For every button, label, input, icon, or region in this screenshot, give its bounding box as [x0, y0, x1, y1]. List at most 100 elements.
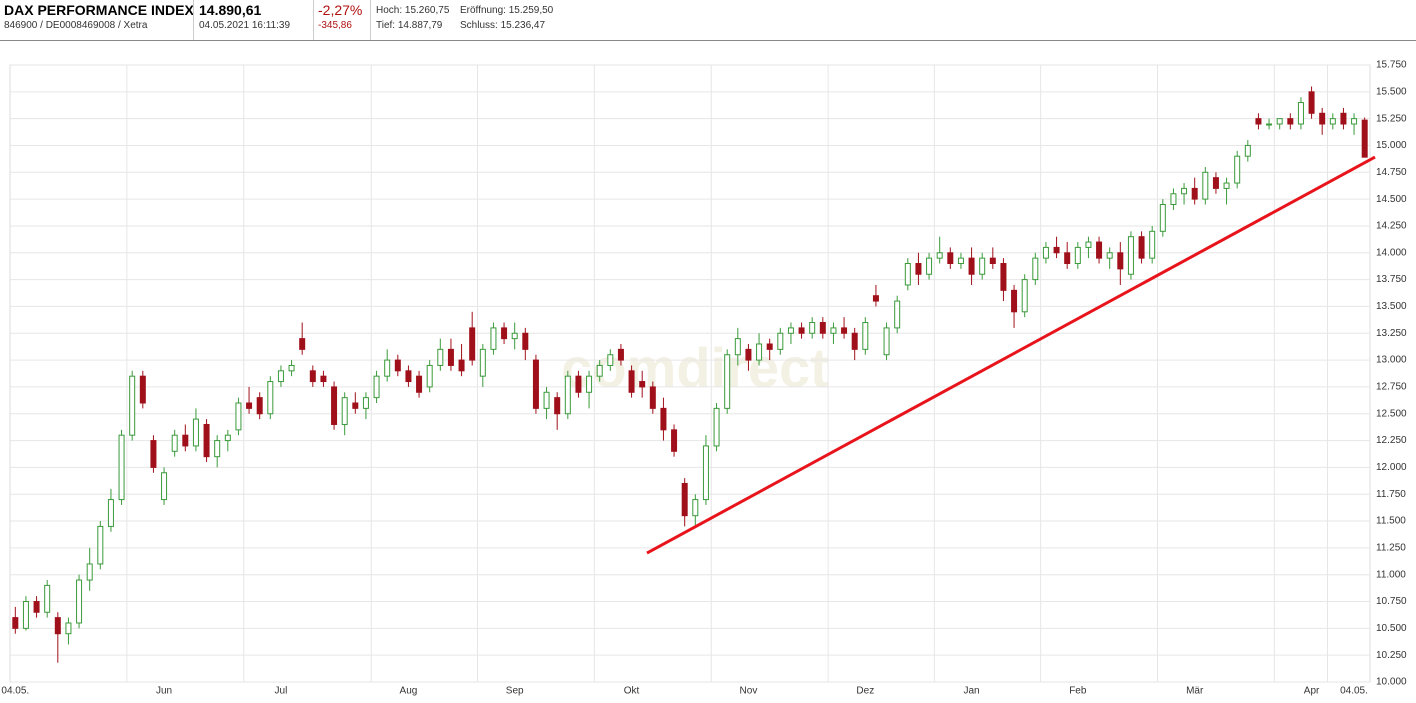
candle-body [596, 364, 603, 377]
candle-body [214, 440, 221, 458]
candle-body [171, 434, 178, 452]
candle-body [1287, 118, 1294, 125]
candle-body [947, 252, 954, 265]
x-tick-label: Dez [856, 686, 874, 697]
candle-body [1297, 102, 1304, 125]
low: Tief: 14.887,79 [376, 20, 443, 31]
candle-body [1106, 252, 1113, 259]
y-tick-label: 13.750 [1376, 274, 1407, 285]
candle-body [1149, 230, 1156, 259]
candle-body [192, 418, 199, 447]
candle-body [203, 423, 210, 458]
candle-body [118, 434, 125, 501]
y-tick-label: 12.500 [1376, 408, 1407, 419]
candle-body [1329, 118, 1336, 125]
candle-body [405, 370, 412, 383]
y-tick-label: 13.250 [1376, 328, 1407, 339]
candle-body [968, 257, 975, 275]
y-tick-label: 15.750 [1376, 60, 1407, 71]
candle-body [267, 381, 274, 415]
x-tick-label: Feb [1069, 686, 1087, 697]
candle-body [543, 391, 550, 409]
candle-body [787, 327, 794, 334]
y-tick-label: 12.000 [1376, 462, 1407, 473]
candle-body [660, 407, 667, 431]
candle-body [44, 584, 51, 613]
y-tick-label: 11.250 [1376, 543, 1406, 554]
candle-body [1234, 155, 1241, 184]
y-tick-label: 13.500 [1376, 301, 1407, 312]
candle-body [235, 402, 242, 431]
candle-body [532, 359, 539, 409]
y-tick-label: 10.000 [1376, 677, 1407, 688]
candle-body [607, 354, 614, 366]
candle-body [86, 563, 93, 581]
y-tick-label: 11.000 [1376, 569, 1406, 580]
candle-body [681, 482, 688, 517]
candle-body [1191, 187, 1198, 200]
candle-body [1053, 246, 1060, 254]
change-pct: -2,27% [318, 2, 363, 18]
candle-body [384, 359, 391, 377]
candle-body [447, 348, 454, 366]
y-tick-label: 14.250 [1376, 221, 1407, 232]
candle-body [1223, 182, 1230, 189]
candle-body [1202, 171, 1209, 200]
candle-body [1255, 118, 1262, 125]
candle-body [1361, 119, 1368, 158]
candle-body [989, 257, 996, 265]
candle-body [65, 622, 72, 635]
candle-body [926, 257, 933, 275]
x-tick-label: Nov [740, 686, 758, 697]
y-tick-label: 11.500 [1376, 516, 1406, 527]
candle-body [394, 359, 401, 372]
change-abs: -345,86 [318, 20, 352, 31]
candle-body [1181, 187, 1188, 195]
candle-body [1308, 91, 1315, 114]
x-tick-label: Sep [506, 686, 524, 697]
candle-body [150, 440, 157, 468]
y-tick-label: 10.250 [1376, 650, 1407, 661]
y-tick-label: 10.500 [1376, 623, 1407, 634]
candle-body [511, 332, 518, 340]
candle-body [1011, 289, 1018, 313]
candle-body [639, 381, 646, 388]
candle-body [1351, 118, 1358, 125]
y-tick-label: 14.500 [1376, 194, 1407, 205]
candle-body [522, 332, 529, 350]
candle-body [756, 343, 763, 361]
candle-body [341, 397, 348, 425]
candle-body [671, 429, 678, 452]
candle-body [362, 397, 369, 409]
candle-body [1170, 193, 1177, 205]
candle-body [575, 375, 582, 393]
candle-body [288, 364, 295, 372]
candle-body [182, 434, 189, 447]
candle-body [97, 525, 104, 565]
candle-body [649, 386, 656, 409]
candle-body [1266, 123, 1273, 126]
candle-body [139, 375, 146, 404]
y-tick-label: 15.500 [1376, 86, 1407, 97]
id-line: 846900 / DE0008469008 / Xetra [4, 20, 148, 31]
candle-body [777, 332, 784, 350]
candle-body [1319, 112, 1326, 125]
candle-body [841, 327, 848, 334]
y-tick-label: 11.750 [1376, 489, 1406, 500]
high: Hoch: 15.260,75 [376, 5, 450, 16]
candle-body [277, 370, 284, 383]
candle-body [586, 375, 593, 393]
candle-body [713, 407, 720, 447]
candle-body [745, 348, 752, 361]
candle-body [915, 263, 922, 275]
candle-body [1276, 118, 1283, 125]
candle-body [1138, 236, 1145, 259]
candle-body [76, 579, 83, 624]
x-tick-label: Jun [156, 686, 172, 697]
candle-body [12, 617, 19, 629]
y-tick-label: 13.000 [1376, 355, 1407, 366]
x-tick-label: Okt [624, 686, 640, 697]
candle-body [1032, 257, 1039, 281]
candle-body [1096, 241, 1103, 259]
candle-body [628, 370, 635, 393]
